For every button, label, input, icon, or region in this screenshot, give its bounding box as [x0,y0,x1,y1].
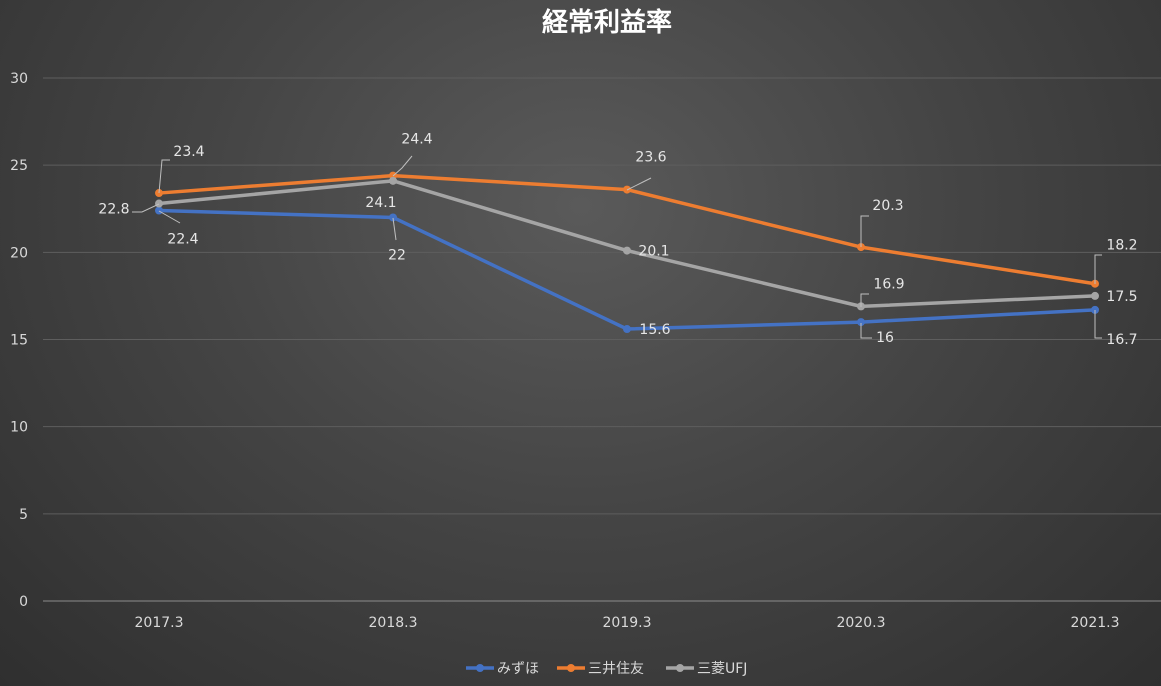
data-point [623,325,631,334]
y-tick-label: 25 [10,158,28,174]
leader-line [1094,310,1102,339]
leader-line [158,159,170,194]
data-point [155,206,163,215]
legend: みずほ 三井住友 三菱UFJ [466,661,747,677]
data-label: 24.1 [365,195,396,211]
data-label: 16.7 [1106,332,1137,348]
data-label: 17.5 [1106,289,1137,305]
y-axis-ticks: 0 5 10 15 20 25 30 [10,71,28,610]
x-tick-label: 2018.3 [369,615,418,631]
data-label: 22.4 [167,231,198,247]
data-point [389,176,397,185]
data-point [389,213,397,222]
y-tick-label: 10 [10,420,28,436]
legend-label: みずほ [497,661,539,677]
data-label: 22.8 [98,202,129,218]
leader-line [158,210,181,224]
leader-line [392,155,413,177]
data-point [857,243,865,252]
data-point [623,246,631,255]
y-tick-label: 30 [10,71,28,87]
leader-line [392,217,397,241]
data-labels: 22.4 22 15.6 16 16.7 23.4 24.4 23.6 20.3 18.2 22.8… [98,132,1137,348]
legend-item[interactable]: みずほ [466,661,539,677]
data-label: 16 [876,330,894,346]
legend-item[interactable]: 三菱UFJ [666,661,747,677]
x-tick-label: 2017.3 [135,615,184,631]
legend-label: 三菱UFJ [697,661,747,677]
data-label: 23.4 [173,144,204,160]
data-label: 15.6 [639,322,670,338]
data-point [155,189,163,198]
legend-swatch-marker [567,664,575,672]
series-line [157,179,1097,309]
y-tick-label: 15 [10,333,28,349]
chart-title: 経常利益率 [542,7,672,38]
y-tick-label: 5 [19,507,28,523]
data-label: 24.4 [401,132,432,148]
leader-line [1094,254,1102,284]
legend-swatch-marker [476,664,484,672]
leader-line [626,177,652,191]
data-label: 23.6 [635,150,666,166]
y-tick-label: 0 [19,594,28,610]
data-point [857,318,865,327]
x-tick-label: 2020.3 [837,615,886,631]
data-point [1091,291,1099,300]
leader-line [860,323,872,339]
leader-line [860,215,869,247]
data-label: 16.9 [873,276,904,292]
data-label: 20.1 [638,244,669,260]
data-point [1091,305,1099,314]
data-point [155,199,163,208]
leader-line [132,203,160,213]
leader-line [860,293,869,307]
data-label: 20.3 [872,198,903,214]
legend-item[interactable]: 三井住友 [557,661,644,677]
y-tick-label: 20 [10,245,28,261]
legend-swatch-marker [676,664,684,672]
series-line [157,208,1097,331]
x-tick-label: 2021.3 [1071,615,1120,631]
data-label: 22 [388,247,406,263]
x-tick-label: 2019.3 [603,615,652,631]
legend-label: 三井住友 [588,661,644,677]
gridlines [43,77,1161,602]
x-axis-ticks: 2017.3 2018.3 2019.3 2020.3 2021.3 [135,615,1120,631]
data-label: 18.2 [1106,238,1137,254]
